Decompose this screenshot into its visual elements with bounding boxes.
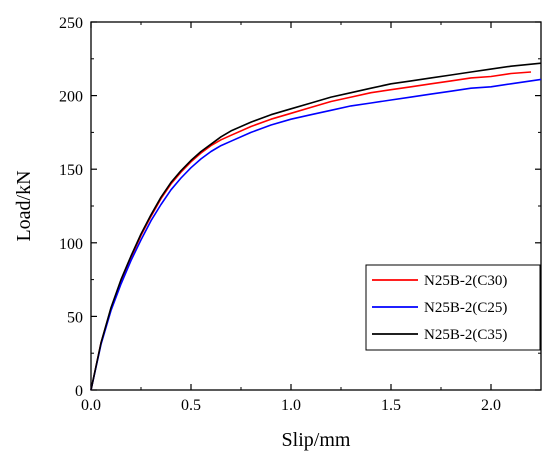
axis-tick-labels: 0.0 0.5 1.0 1.5 2.0 0 50 100 150 200 250 [59,15,501,414]
x-tick-label: 0.0 [81,397,101,414]
x-tick-label: 1.0 [281,397,301,414]
y-tick-label: 250 [59,15,83,32]
x-tick-label: 0.5 [181,397,201,414]
series-line-2 [90,78,542,391]
y-tick-label: 200 [59,89,83,106]
legend: N25B-2(C30) N25B-2(C25) N25B-2(C35) [365,264,541,351]
legend-label: N25B-2(C30) [424,273,507,289]
legend-label: N25B-2(C35) [424,327,507,343]
y-tick-label: 150 [59,162,83,179]
series-line-3 [90,62,542,391]
x-axis-label: Slip/mm [282,429,351,451]
y-tick-label: 100 [59,236,83,253]
series-lines [90,62,542,391]
x-tick-label: 1.5 [381,397,401,414]
y-tick-label: 0 [75,383,83,400]
x-tick-label: 2.0 [481,397,501,414]
legend-label: N25B-2(C25) [424,300,507,316]
y-tick-label: 50 [67,309,83,326]
y-axis-label: Load/kN [13,170,35,241]
